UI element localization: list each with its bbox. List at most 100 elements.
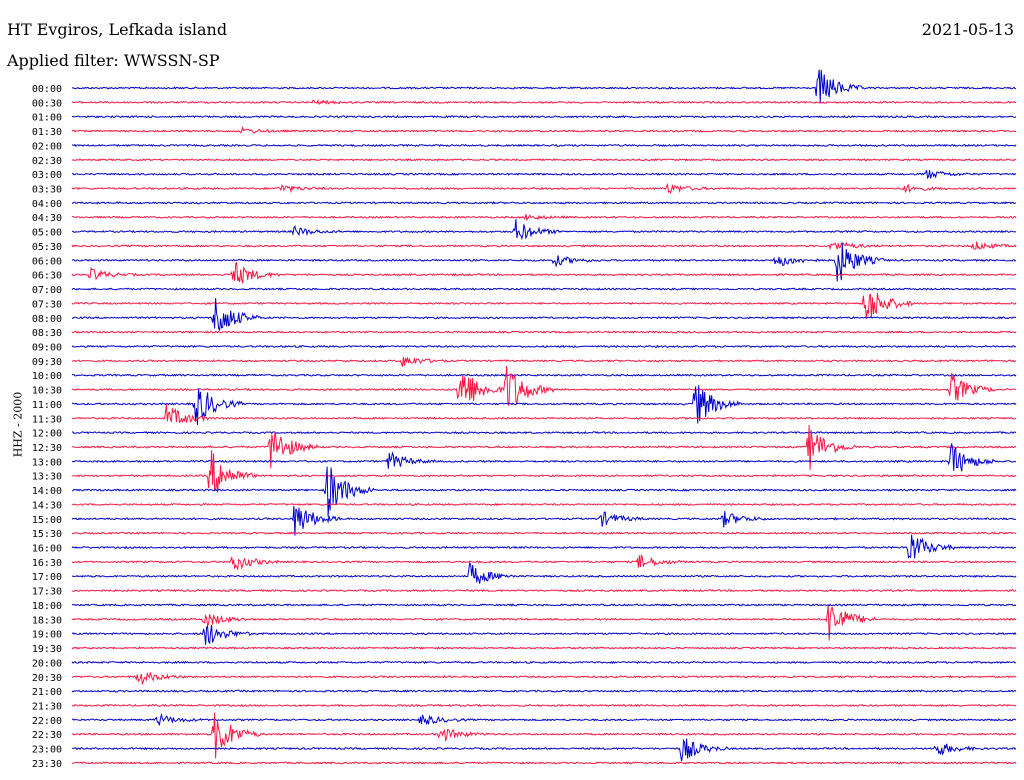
row-time-label: 13:00 (32, 457, 62, 468)
row-time-label: 17:00 (32, 572, 62, 583)
row-time-label: 11:00 (32, 400, 62, 411)
trace-row-2100 (71, 689, 1017, 693)
trace-row-0030 (71, 98, 1017, 105)
trace-row-1200 (71, 431, 1017, 435)
trace-row-1030 (71, 365, 1017, 406)
trace-row-0330 (71, 182, 1017, 195)
trace-row-0230 (71, 158, 1017, 162)
trace-row-0530 (71, 241, 1017, 251)
row-time-label: 08:00 (32, 314, 62, 325)
trace-row-1700 (71, 562, 1017, 584)
row-time-label: 00:30 (32, 98, 62, 109)
trace-row-1800 (71, 603, 1017, 607)
trace-row-0730 (71, 292, 1017, 319)
row-time-label: 05:00 (32, 228, 62, 239)
trace-row-2000 (71, 660, 1017, 665)
trace-row-0430 (71, 214, 1017, 221)
row-time-label: 20:30 (32, 673, 62, 684)
row-time-label: 14:30 (32, 500, 62, 511)
row-time-label: 19:00 (32, 630, 62, 641)
trace-row-0000 (71, 69, 1017, 103)
trace-row-1000 (71, 373, 1017, 377)
row-time-label: 22:00 (32, 716, 62, 727)
trace-row-2230 (71, 712, 1017, 759)
trace-row-1930 (71, 646, 1017, 650)
row-time-label: 12:00 (32, 429, 62, 440)
trace-row-1500 (71, 505, 1017, 536)
trace-row-0500 (71, 219, 1017, 241)
row-time-label: 01:00 (32, 113, 62, 124)
trace-row-0300 (71, 169, 1017, 180)
row-time-label: 17:30 (32, 587, 62, 598)
row-time-label: 10:00 (32, 371, 62, 382)
trace-row-2200 (71, 712, 1017, 726)
trace-row-1300 (71, 443, 1017, 472)
trace-row-0100 (71, 115, 1017, 119)
trace-row-2330 (71, 761, 1017, 765)
row-time-label: 07:00 (32, 285, 62, 296)
row-time-label: 12:30 (32, 443, 62, 454)
trace-row-1530 (71, 531, 1017, 535)
row-time-label: 18:00 (32, 601, 62, 612)
row-time-label: 02:30 (32, 156, 62, 167)
row-time-label: 22:30 (32, 730, 62, 741)
trace-row-0200 (71, 143, 1017, 148)
row-time-label: 09:00 (32, 342, 62, 353)
row-time-label: 02:00 (32, 141, 62, 152)
trace-row-0700 (71, 287, 1017, 291)
row-time-label: 11:30 (32, 414, 62, 425)
row-time-label: 18:30 (32, 615, 62, 626)
row-time-label: 00:00 (32, 84, 62, 95)
trace-row-2300 (71, 738, 1017, 762)
trace-row-1330 (72, 450, 1017, 493)
trace-row-1630 (71, 554, 1017, 571)
station-title: HT Evgiros, Lefkada island (7, 20, 228, 39)
row-time-label: 04:00 (32, 199, 62, 210)
trace-row-0130 (71, 125, 1017, 134)
trace-row-1830 (71, 604, 1017, 641)
trace-row-0800 (71, 298, 1017, 331)
trace-row-1600 (71, 534, 1017, 559)
row-time-label: 04:30 (32, 213, 62, 224)
trace-row-2030 (71, 671, 1017, 686)
trace-row-1430 (71, 502, 1017, 507)
trace-row-0630 (71, 261, 1017, 284)
row-time-label: 15:30 (32, 529, 62, 540)
row-time-label: 13:30 (32, 472, 62, 483)
row-time-label: 06:30 (32, 271, 62, 282)
date-label: 2021-05-13 (921, 20, 1014, 39)
row-time-label: 23:00 (32, 745, 62, 756)
row-time-label: 06:00 (32, 256, 62, 267)
row-time-label: 20:00 (32, 658, 62, 669)
filter-label: Applied filter: WWSSN-SP (7, 51, 220, 70)
trace-row-0830 (71, 330, 1017, 334)
row-time-label: 01:30 (32, 127, 62, 138)
row-time-label: 10:30 (32, 386, 62, 397)
row-time-label: 09:30 (32, 357, 62, 368)
trace-row-1230 (71, 424, 1017, 471)
row-time-label: 14:00 (32, 486, 62, 497)
trace-row-1130 (71, 404, 1017, 424)
row-time-label: 03:30 (32, 185, 62, 196)
row-time-label: 08:30 (32, 328, 62, 339)
row-time-label: 07:30 (32, 299, 62, 310)
row-time-label: 21:00 (32, 687, 62, 698)
row-time-label: 03:00 (32, 170, 62, 181)
trace-row-2130 (71, 703, 1017, 708)
row-time-label: 19:30 (32, 644, 62, 655)
row-time-label: 16:00 (32, 544, 62, 555)
trace-row-0900 (71, 344, 1017, 349)
row-time-label: 16:30 (32, 558, 62, 569)
trace-row-0400 (71, 201, 1017, 205)
trace-row-1100 (72, 385, 1017, 425)
trace-row-1400 (71, 466, 1017, 517)
row-time-label: 15:00 (32, 515, 62, 526)
row-time-label: 21:30 (32, 701, 62, 712)
row-time-label: 23:30 (32, 759, 62, 770)
row-time-label: 05:30 (32, 242, 62, 253)
trace-row-1730 (71, 588, 1017, 593)
trace-row-1900 (71, 624, 1017, 646)
trace-row-0600 (71, 242, 1017, 282)
trace-row-0930 (71, 356, 1017, 367)
